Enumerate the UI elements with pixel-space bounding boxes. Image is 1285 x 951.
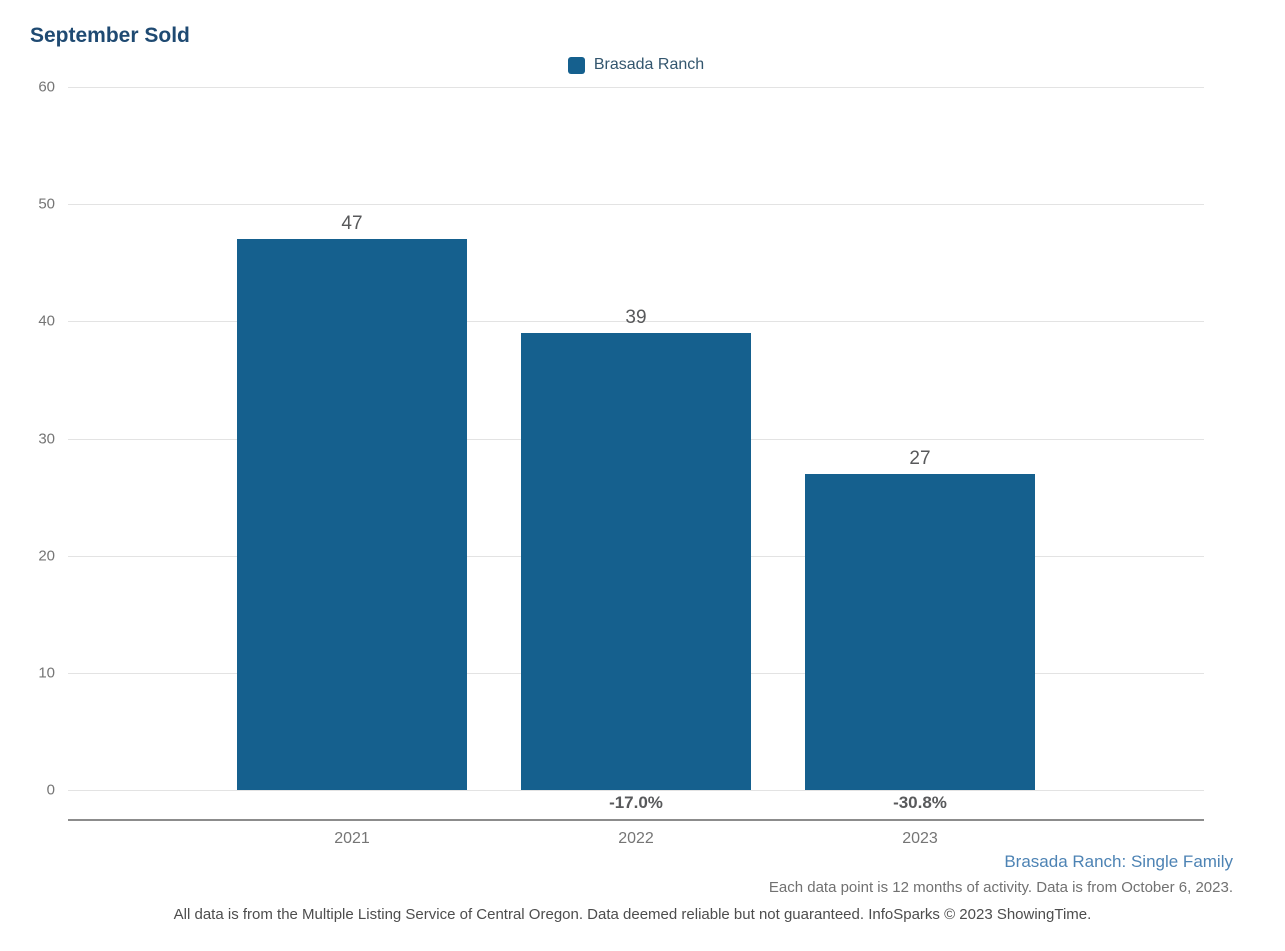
bar-2022[interactable] — [521, 333, 751, 790]
x-tick-label-2022: 2022 — [618, 830, 654, 847]
y-tick-label-30: 30 — [38, 430, 55, 447]
footer-disclaimer: All data is from the Multiple Listing Se… — [173, 906, 1092, 923]
bar-2023[interactable] — [805, 473, 1035, 790]
legend-swatch-icon — [567, 56, 585, 74]
y-tick-label-0: 0 — [46, 781, 55, 799]
gridline-y-40 — [68, 321, 1204, 323]
y-tick-label-20: 20 — [38, 547, 55, 565]
gridline-y-0 — [68, 790, 1204, 791]
pct-change-label-2023: -30.8% — [893, 793, 947, 812]
bar-value-label-2023: 27 — [909, 447, 931, 469]
x-axis-line — [68, 819, 1204, 821]
gridline-y-60 — [68, 87, 1204, 88]
bar-value-label-2022: 39 — [625, 307, 647, 329]
legend: Brasada Ranch — [68, 56, 1204, 74]
footer-series-note: Brasada Ranch: Single Family — [1004, 852, 1233, 871]
gridline-y-50 — [68, 204, 1204, 206]
y-tick-label-50: 50 — [38, 195, 55, 213]
y-tick-label-40: 40 — [38, 312, 55, 330]
chart-title: September Sold — [30, 24, 190, 47]
bar-value-label-2021: 47 — [341, 213, 363, 235]
y-tick-label-60: 60 — [38, 78, 55, 96]
pct-change-label-2022: -17.0% — [609, 793, 663, 812]
x-tick-label-2021: 2021 — [334, 830, 370, 847]
legend-label: Brasada Ranch — [593, 56, 705, 73]
y-tick-label-10: 10 — [38, 664, 55, 682]
plot-area: 0 10 20 30 40 50 60 47 2021 39 -17.0% 2022 27 -30.8% 2… — [38, 79, 1204, 847]
x-tick-label-2023: 2023 — [902, 830, 938, 847]
footer-data-note: Each data point is 12 months of activity… — [768, 879, 1233, 896]
legend-item-brasada-ranch[interactable]: Brasada Ranch — [567, 56, 705, 74]
bar-2021[interactable] — [237, 239, 467, 790]
